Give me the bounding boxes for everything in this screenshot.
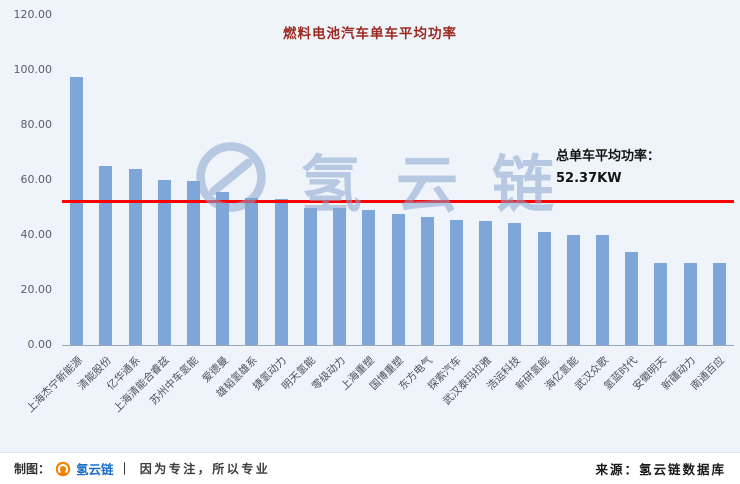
bar [479, 221, 493, 345]
bar [508, 222, 522, 345]
bar [128, 169, 142, 345]
y-tick-label: 120.00 [13, 8, 53, 21]
bar [566, 235, 580, 345]
y-tick-label: 60.00 [20, 173, 53, 186]
bar [216, 192, 230, 345]
y-tick-label: 40.00 [20, 228, 53, 241]
bar [712, 262, 726, 345]
bar [362, 210, 376, 345]
reference-line [62, 199, 734, 203]
bar [391, 214, 405, 345]
brand-logo-icon [55, 461, 71, 477]
bar [625, 251, 639, 345]
bar [449, 219, 463, 345]
y-tick-label: 20.00 [20, 283, 53, 296]
footer-credit: 制图： 氢云链 ｜ 因为专注，所以专业 [14, 459, 270, 478]
bar [274, 199, 288, 345]
bar [157, 180, 171, 345]
y-tick-label: 0.00 [27, 338, 53, 351]
y-tick-label: 100.00 [13, 63, 53, 76]
bar [303, 207, 317, 345]
annotation-line2: 52.37KW [556, 171, 622, 187]
annotation-line1: 总单车平均功率： [556, 149, 661, 164]
bar [683, 262, 697, 345]
bar [596, 235, 610, 345]
reference-annotation: 总单车平均功率： 52.37KW [556, 146, 660, 190]
bar [333, 207, 347, 345]
bar [537, 232, 551, 345]
footer-source: 来源：氢云链数据库 [595, 462, 726, 477]
bar [99, 166, 113, 345]
footer-bar: 制图： 氢云链 ｜ 因为专注，所以专业 来源：氢云链数据库 [0, 452, 740, 484]
bar [186, 181, 200, 345]
chart-title: 燃料电池汽车单车平均功率 [283, 26, 457, 42]
footer-credit-prefix: 制图： [14, 462, 51, 476]
x-axis-line [62, 345, 734, 346]
bar [654, 262, 668, 345]
bar [420, 217, 434, 345]
bar [70, 76, 84, 345]
footer-slogan: ｜ 因为专注，所以专业 [118, 462, 271, 476]
footer-brand-name: 氢云链 [76, 462, 114, 477]
bar [245, 197, 259, 345]
y-tick-label: 80.00 [20, 118, 53, 131]
